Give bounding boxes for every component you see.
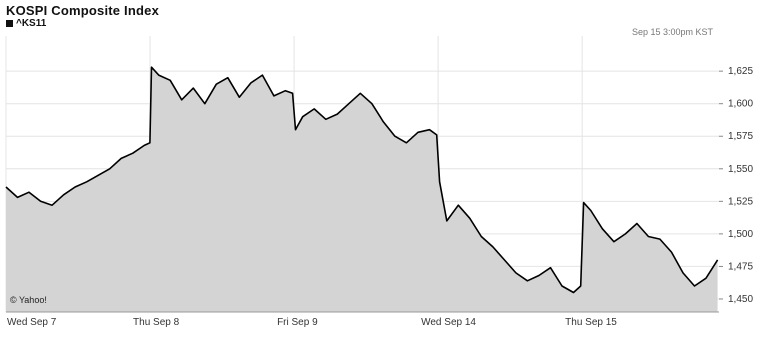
- price-line: [5, 66, 719, 294]
- y-tick-label: 1,600: [728, 99, 753, 110]
- y-tick-label: 1,500: [728, 229, 753, 240]
- chart-title: KOSPI Composite Index: [6, 3, 160, 18]
- legend-swatch: [6, 20, 13, 27]
- x-tick-label: Thu Sep 15: [565, 317, 617, 328]
- x-axis-ticks: Wed Sep 7 Thu Sep 8 Fri Sep 9 Wed Sep 14 Thu…: [7, 317, 617, 328]
- price-area-fill: [6, 67, 718, 312]
- y-tick-label: 1,550: [728, 164, 753, 175]
- y-tick-label: 1,525: [728, 196, 753, 207]
- y-axis-ticks: 1,450 1,475 1,500 1,525 1,550 1,575 1,600 1,625: [719, 66, 753, 305]
- y-tick-label: 1,450: [728, 294, 753, 305]
- legend-series-label: ^KS11: [16, 18, 47, 29]
- y-tick-label: 1,475: [728, 261, 753, 272]
- x-tick-label: Fri Sep 9: [277, 317, 318, 328]
- source-credit: © Yahoo!: [10, 295, 47, 305]
- x-tick-label: Wed Sep 7: [7, 317, 57, 328]
- x-tick-label: Wed Sep 14: [421, 317, 476, 328]
- legend: ^KS11: [6, 18, 46, 29]
- x-tick-label: Thu Sep 8: [133, 317, 180, 328]
- y-tick-label: 1,625: [728, 66, 753, 77]
- timestamp: Sep 15 3:00pm KST: [631, 27, 713, 37]
- y-tick-label: 1,575: [728, 131, 753, 142]
